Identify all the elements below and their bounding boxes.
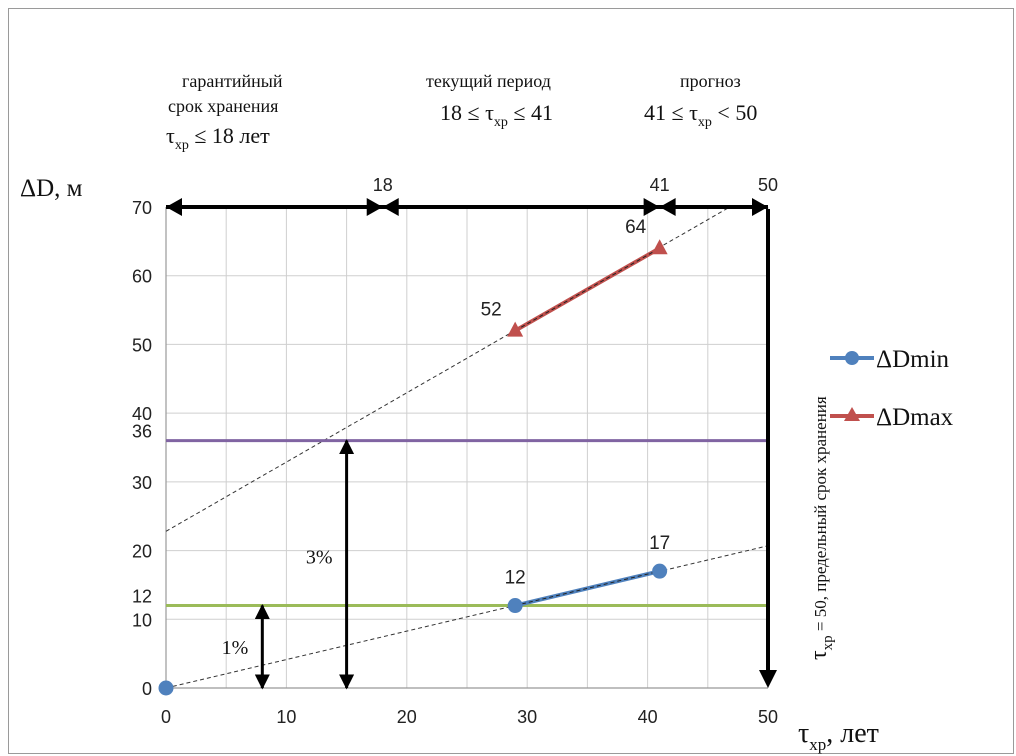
y-tick-label: 10 [132,610,152,630]
origin-point [158,680,174,696]
period-boundary-label: 41 [650,175,670,195]
x-tick-label: 0 [161,707,171,727]
y-tick-label: 30 [132,473,152,493]
chart-frame [8,8,1014,754]
grid [165,206,769,689]
data-label: 64 [625,217,647,238]
y-tick-label: 70 [132,198,152,218]
threshold-label-12: 12 [132,587,152,607]
point-ΔDmax [507,321,524,337]
period-boundary-label: 18 [373,175,393,195]
svg-text:41 ≤ τхр < 50: 41 ≤ τхр < 50 [644,100,757,130]
point-ΔDmin [507,598,523,614]
series-trend-overlay [515,570,660,607]
svg-text:текущий период: текущий период [426,71,551,91]
period-boundary-label: 50 [758,175,778,195]
point-ΔDmax [651,239,668,255]
svg-text:гарантийный: гарантийный [182,71,283,91]
period-arrow [643,198,660,216]
x-axis-label: τхр, лет [798,718,879,754]
arrows [166,198,777,690]
data-labels: 12 36 18 41 50 1% 3% 12 17 52 64 [132,175,778,659]
y-axis-label: ΔD, м [20,175,83,202]
threshold-label-36: 36 [132,422,152,442]
legend-item-dmin: ΔDmin [830,346,950,373]
percent-label: 3% [306,546,333,568]
x-tick-label: 20 [397,707,417,727]
svg-text:18 ≤ τхр ≤ 41: 18 ≤ τхр ≤ 41 [440,100,553,130]
trend-line [165,545,769,689]
y-tick-label: 40 [132,404,152,424]
tick-labels: 0 10 20 30 40 50 0 10 20 30 40 50 60 70 [132,198,778,727]
legend: ΔDmin ΔDmax [830,346,954,431]
period-arrow [659,198,676,216]
annotation-forecast-period: прогноз 41 ≤ τхр < 50 [644,71,757,130]
x-tick-label: 40 [638,707,658,727]
x-tick-label: 10 [276,707,296,727]
limit-arrow [759,670,777,688]
svg-text:ΔDmax: ΔDmax [876,404,954,431]
series-lines [158,239,668,696]
percent-label: 1% [222,637,249,659]
limit-annotation: τхр = 50, предельный срок хранения [806,396,836,660]
period-arrow [382,198,399,216]
y-tick-label: 20 [132,542,152,562]
data-label: 52 [481,300,502,321]
data-label: 17 [649,533,670,554]
x-tick-label: 30 [517,707,537,727]
svg-text:τхр ≤ 18 лет: τхр ≤ 18 лет [166,123,270,153]
period-arrow [366,198,383,216]
series-line-ΔDmax [514,246,661,333]
period-arrow [166,198,182,216]
annotation-guaranteed-period: гарантийный срок хранения τхр ≤ 18 лет [166,71,283,153]
period-arrow [752,198,768,216]
svg-text:прогноз: прогноз [680,71,741,91]
point-ΔDmin [652,563,668,579]
y-tick-label: 50 [132,335,152,355]
y-tick-label: 60 [132,267,152,287]
legend-item-dmax: ΔDmax [830,404,954,431]
y-tick-label: 0 [142,679,152,699]
svg-text:срок хранения: срок хранения [168,96,278,116]
svg-text:ΔDmin: ΔDmin [876,346,950,373]
data-label: 12 [505,568,526,589]
annotation-current-period: текущий период 18 ≤ τхр ≤ 41 [426,71,553,130]
x-tick-label: 50 [758,707,778,727]
